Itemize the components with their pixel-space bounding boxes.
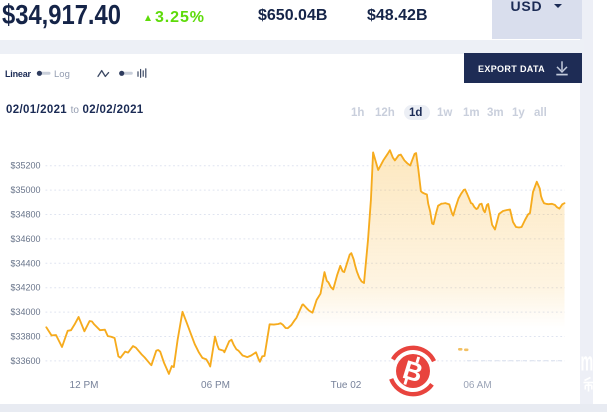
svg-text:12 PM: 12 PM bbox=[70, 380, 99, 391]
svg-text:$34800: $34800 bbox=[10, 210, 40, 220]
svg-text:$34600: $34600 bbox=[10, 234, 40, 244]
svg-text:$34400: $34400 bbox=[10, 258, 40, 268]
svg-text:$33600: $33600 bbox=[10, 356, 40, 366]
svg-text:$35200: $35200 bbox=[10, 161, 40, 171]
svg-text:$33800: $33800 bbox=[10, 332, 40, 342]
svg-text:$35000: $35000 bbox=[10, 185, 40, 195]
svg-text:$34000: $34000 bbox=[10, 307, 40, 317]
svg-text:06 PM: 06 PM bbox=[201, 380, 230, 391]
svg-text:m: m bbox=[581, 348, 594, 377]
svg-text:06 AM: 06 AM bbox=[463, 380, 491, 391]
svg-text:$34200: $34200 bbox=[10, 283, 40, 293]
svg-text:Tue 02: Tue 02 bbox=[331, 380, 362, 391]
